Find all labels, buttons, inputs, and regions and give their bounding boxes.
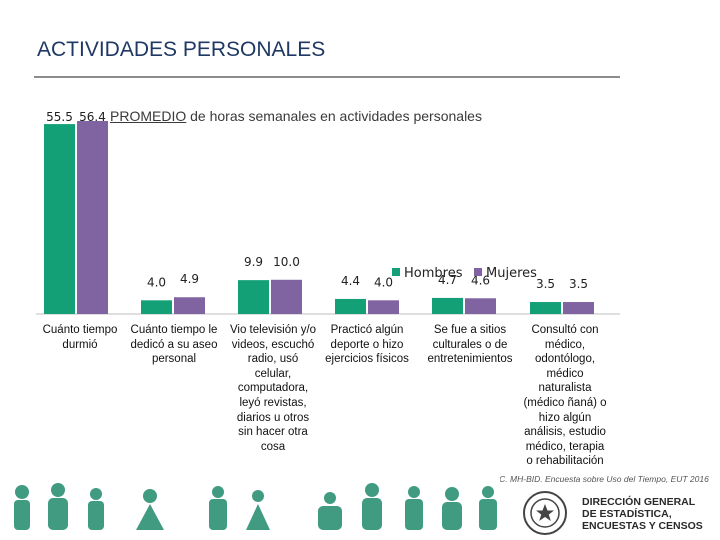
- category-label-line: análisis, estudio: [524, 426, 606, 439]
- bar-hombres-3: [335, 298, 366, 314]
- data-label-hombres-1: 4.0: [147, 275, 166, 289]
- activity-pictograms-icon: [14, 483, 497, 530]
- legend-swatch-hombres: [392, 268, 400, 276]
- source-note: Fuente: STP/DGEEC. MH-BID. Encuesta sobr…: [425, 474, 709, 484]
- data-label-mujeres-5: 3.5: [569, 277, 588, 291]
- category-label-4: Se fue a sitios culturales o de entretenim…: [412, 323, 528, 367]
- data-label-mujeres-2: 10.0: [273, 255, 300, 269]
- bar-mujeres-0: [77, 121, 108, 314]
- bar-hombres-1: [141, 300, 172, 314]
- category-label-line: médico,: [544, 338, 586, 351]
- category-label-line: Cuánto tiempo le: [130, 324, 218, 336]
- data-label-hombres-2: 9.9: [244, 255, 263, 269]
- category-label-line: personal: [151, 353, 197, 366]
- organization-name: DIRECCIÓN GENERAL DE ESTADÍSTICA, ENCUES…: [582, 496, 703, 532]
- category-label-1: Cuánto tiempo le dedicó a su aseo personal: [123, 323, 225, 367]
- category-label-line: Cuánto tiempo: [42, 324, 118, 336]
- category-label-line: deporte o hizo: [330, 338, 404, 351]
- category-label-line: Practicó algún: [330, 324, 404, 336]
- chart-title: PROMEDIO de horas semanales en actividad…: [110, 108, 482, 124]
- category-label-line: computadora,: [237, 382, 309, 395]
- category-label-line: Se fue a sitios: [433, 324, 507, 336]
- bar-mujeres-2: [271, 279, 302, 314]
- bar-chart: 55.5 4.0 9.9 4.4 4.7 3.5 56.4 4.9 10.0 4.0 4.6 3.5 H…: [36, 110, 620, 315]
- bar-mujeres-3: [368, 300, 399, 314]
- legend-swatch-mujeres: [474, 268, 482, 276]
- footer-illustration: [0, 468, 500, 540]
- legend-label-mujeres: Mujeres: [486, 266, 537, 281]
- bar-mujeres-5: [563, 302, 594, 314]
- category-label-line: culturales o de: [432, 338, 508, 351]
- category-label-line: dedicó a su aseo: [130, 338, 218, 351]
- chart-title-rest: de horas semanales en actividades person…: [186, 108, 482, 124]
- category-label-5: Consultó con médico, odontólogo, médico natu…: [507, 323, 623, 469]
- category-label-line: durmió: [62, 338, 98, 351]
- category-label-0: Cuánto tiempo durmió: [30, 323, 130, 352]
- data-label-hombres-0: 55.5: [46, 110, 73, 124]
- title-divider: [34, 76, 620, 78]
- category-label-2: Vio televisión y/o videos, escuchó radio, …: [222, 323, 324, 454]
- bar-hombres-0: [44, 124, 75, 314]
- government-seal-icon: [523, 491, 567, 535]
- data-label-mujeres-3: 4.0: [374, 275, 393, 289]
- category-label-line: (médico ñaná) o: [523, 396, 607, 409]
- bar-mujeres-4: [465, 298, 496, 314]
- category-label-line: cosa: [260, 440, 286, 453]
- bar-mujeres-1: [174, 297, 205, 314]
- data-label-mujeres-0: 56.4: [79, 110, 106, 124]
- legend-label-hombres: Hombres: [404, 266, 463, 281]
- page-title: ACTIVIDADES PERSONALES: [37, 38, 326, 61]
- org-line: DIRECCIÓN GENERAL: [582, 496, 696, 508]
- category-label-line: leyó revistas,: [239, 396, 307, 409]
- category-label-3: Practicó algún deporte o hizo ejercicios f…: [312, 323, 422, 367]
- category-label-line: médico, terapia: [525, 440, 605, 453]
- bar-hombres-4: [432, 297, 463, 314]
- bar-hombres-2: [238, 280, 269, 314]
- org-line: ENCUESTAS Y CENSOS: [582, 520, 703, 532]
- data-label-mujeres-1: 4.9: [180, 272, 199, 286]
- category-label-line: sin hacer otra: [238, 426, 308, 439]
- category-label-line: hizo algún: [538, 411, 592, 424]
- org-line: DE ESTADÍSTICA,: [582, 508, 672, 520]
- category-label-line: o rehabilitación: [526, 455, 604, 468]
- category-label-line: ejercicios físicos: [325, 353, 409, 366]
- category-label-line: odontólogo,: [534, 353, 596, 366]
- data-label-mujeres-4: 4.6: [471, 273, 490, 287]
- category-label-line: médico: [546, 367, 584, 380]
- category-label-line: diarios u otros: [236, 411, 310, 424]
- category-label-line: Consultó con: [531, 324, 599, 336]
- data-label-hombres-4: 4.7: [438, 273, 457, 287]
- category-label-line: videos, escuchó: [231, 338, 315, 351]
- category-label-line: naturalista: [538, 382, 592, 395]
- bar-hombres-5: [530, 302, 561, 314]
- category-label-line: radio, usó: [247, 353, 299, 366]
- data-label-hombres-3: 4.4: [341, 274, 360, 288]
- category-label-line: celular,: [254, 367, 292, 380]
- category-label-line: Vio televisión y/o: [229, 324, 317, 336]
- data-label-hombres-5: 3.5: [536, 277, 555, 291]
- chart-title-underlined: PROMEDIO: [110, 108, 187, 124]
- category-label-line: entretenimientos: [427, 353, 513, 366]
